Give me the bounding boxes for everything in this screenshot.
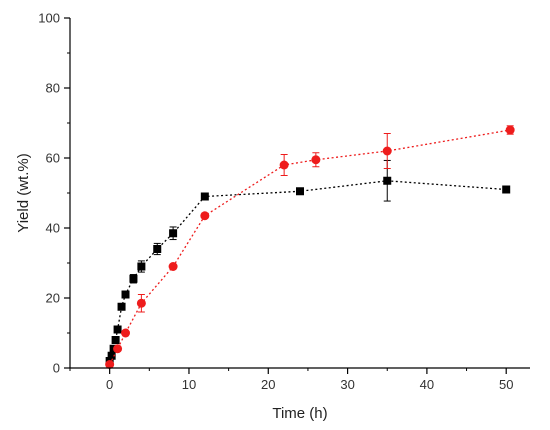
data-point [105, 360, 115, 369]
x-axis-title: Time (h) [272, 405, 327, 422]
series-line [109, 129, 511, 365]
data-point [111, 336, 120, 344]
x-ticks: 0 10 20 30 40 50 [69, 368, 513, 392]
x-tick-label: 0 [106, 377, 113, 392]
y-axis-title: Yield (wt.%) [15, 153, 32, 232]
data-point [279, 160, 289, 170]
data-point [153, 245, 162, 253]
x-tick-label: 40 [420, 377, 434, 392]
data-point [107, 351, 116, 360]
data-point [200, 211, 210, 221]
y-tick-label: 80 [46, 81, 60, 96]
data-point [502, 185, 511, 194]
y-tick-label: 60 [46, 151, 60, 166]
series-2 [105, 125, 515, 369]
data-point [136, 298, 146, 308]
y-tick-label: 100 [38, 11, 60, 26]
data-point [505, 125, 515, 135]
x-tick-label: 50 [499, 377, 513, 392]
data-point [200, 192, 209, 201]
data-point [311, 155, 321, 165]
data-point [168, 262, 178, 271]
data-point [169, 229, 178, 238]
plot-area [105, 125, 515, 369]
series-line [109, 180, 507, 362]
data-point [117, 302, 126, 311]
data-point [121, 328, 131, 338]
y-ticks: 0 20 40 60 80 100 [38, 11, 70, 376]
data-point [113, 325, 122, 334]
data-point [121, 290, 130, 299]
x-tick-label: 10 [182, 377, 196, 392]
y-tick-label: 20 [46, 291, 60, 306]
y-tick-label: 40 [46, 221, 60, 236]
x-tick-label: 30 [340, 377, 354, 392]
data-point [129, 274, 138, 283]
data-point [382, 146, 392, 156]
x-tick-label: 20 [261, 377, 275, 392]
data-point [383, 176, 392, 185]
y-tick-label: 0 [53, 361, 60, 376]
data-point [296, 187, 304, 196]
data-point [137, 262, 146, 271]
series-1 [105, 159, 511, 365]
data-point [113, 344, 123, 354]
